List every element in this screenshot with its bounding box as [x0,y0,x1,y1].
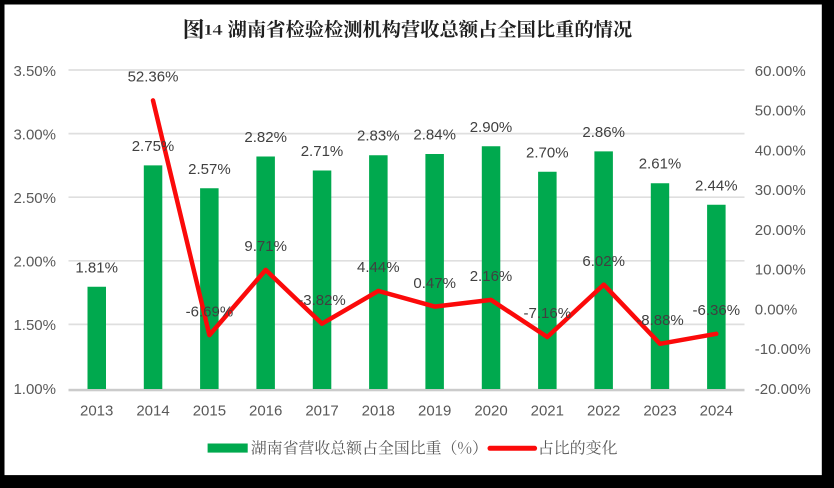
svg-text:2015: 2015 [193,403,226,420]
svg-text:3.50%: 3.50% [13,63,56,80]
svg-text:2022: 2022 [587,403,620,420]
svg-text:0.47%: 0.47% [413,275,456,292]
svg-text:50.00%: 50.00% [755,103,806,120]
svg-text:2.90%: 2.90% [470,119,513,136]
svg-text:2023: 2023 [643,403,676,420]
svg-text:2024: 2024 [700,403,733,420]
svg-text:52.36%: 52.36% [128,69,179,86]
svg-text:2.61%: 2.61% [639,156,682,173]
svg-text:40.00%: 40.00% [755,142,806,159]
svg-text:2.70%: 2.70% [526,144,569,161]
svg-text:1.81%: 1.81% [75,259,118,276]
svg-text:4.44%: 4.44% [357,259,400,276]
svg-text:1.00%: 1.00% [13,381,56,398]
svg-text:2021: 2021 [531,403,564,420]
svg-text:2.16%: 2.16% [470,268,513,285]
svg-text:-3.82%: -3.82% [298,292,346,309]
svg-text:60.00%: 60.00% [755,63,806,80]
svg-text:2.75%: 2.75% [132,138,175,155]
svg-text:6.02%: 6.02% [582,253,625,270]
svg-text:2013: 2013 [80,403,113,420]
svg-text:-6.69%: -6.69% [186,303,234,320]
svg-text:2.57%: 2.57% [188,161,231,178]
svg-text:1.50%: 1.50% [13,317,56,334]
svg-text:2.50%: 2.50% [13,190,56,207]
svg-text:2.44%: 2.44% [695,177,738,194]
svg-text:2018: 2018 [362,403,395,420]
svg-text:2017: 2017 [305,403,338,420]
svg-text:2.83%: 2.83% [357,128,400,145]
svg-text:-10.00%: -10.00% [755,341,811,358]
svg-text:2.00%: 2.00% [13,254,56,271]
svg-text:-8.88%: -8.88% [636,312,684,329]
svg-text:2020: 2020 [474,403,507,420]
svg-text:20.00%: 20.00% [755,222,806,239]
svg-text:2.82%: 2.82% [244,129,287,146]
svg-text:-6.36%: -6.36% [693,302,741,319]
svg-text:2.71%: 2.71% [301,143,344,160]
svg-text:2.84%: 2.84% [413,127,456,144]
svg-text:9.71%: 9.71% [244,238,287,255]
svg-text:2014: 2014 [136,403,169,420]
svg-text:2016: 2016 [249,403,282,420]
svg-text:2.86%: 2.86% [582,124,625,141]
svg-text:2019: 2019 [418,403,451,420]
svg-text:30.00%: 30.00% [755,182,806,199]
svg-text:-7.16%: -7.16% [524,305,572,322]
svg-text:-20.00%: -20.00% [755,381,811,398]
svg-text:3.00%: 3.00% [13,126,56,143]
svg-text:0.00%: 0.00% [755,301,798,318]
svg-text:10.00%: 10.00% [755,262,806,279]
